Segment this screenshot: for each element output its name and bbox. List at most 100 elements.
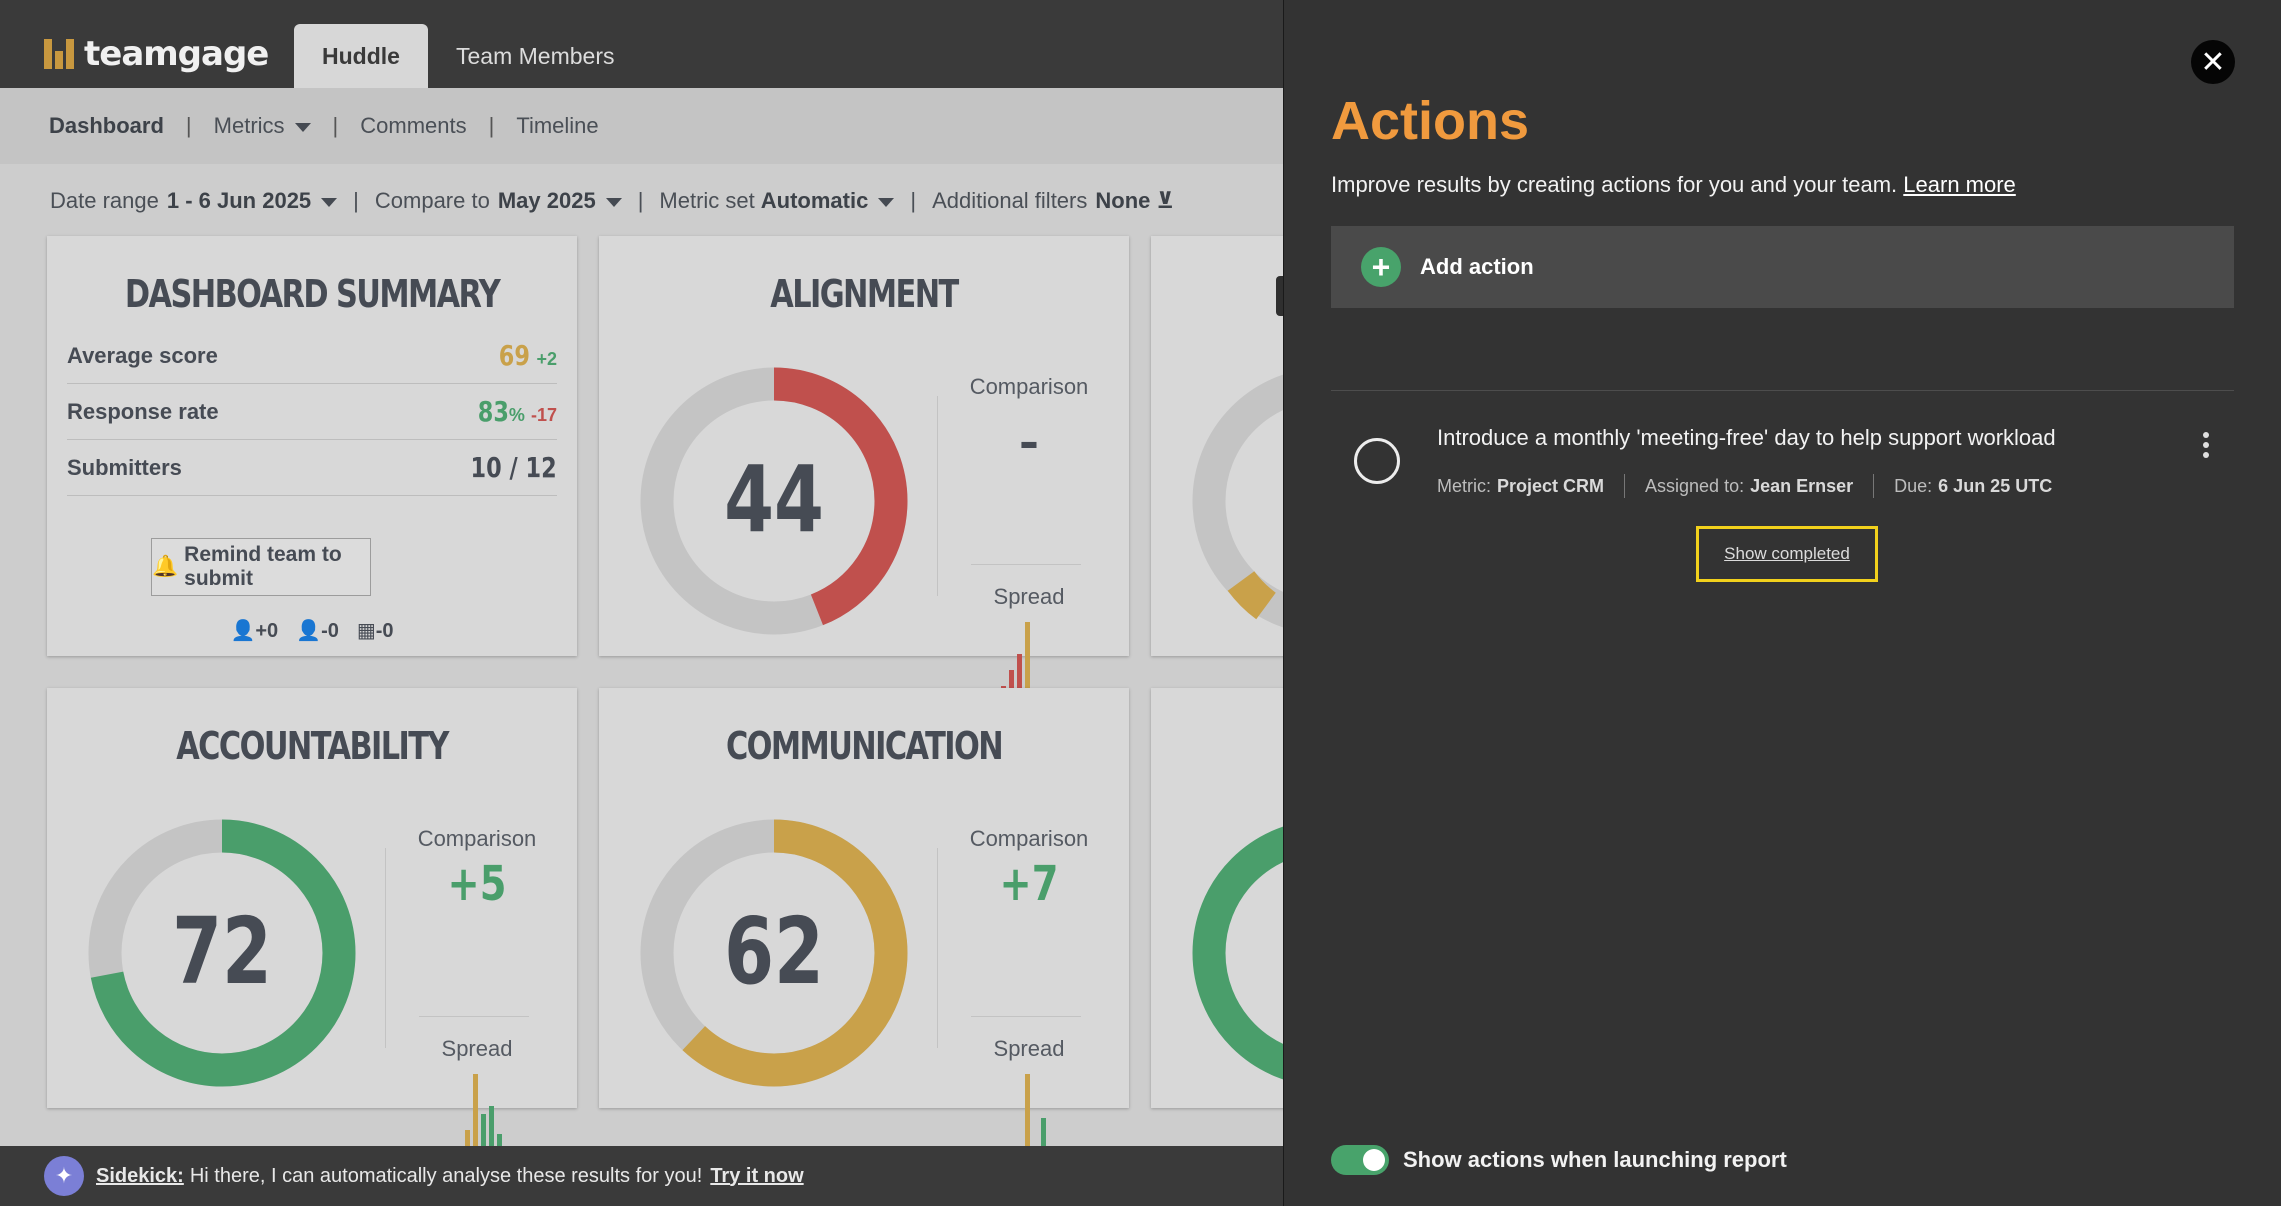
comparison-value: – [1019, 414, 1039, 470]
comparison-value: +5 [447, 856, 507, 912]
spread-bar [465, 1130, 470, 1154]
submitters-value: 10 / 12 [470, 451, 557, 484]
spread-bar [1025, 1074, 1030, 1154]
panel-title: Actions [1331, 91, 1530, 151]
bell-icon: 🔔 [152, 555, 179, 578]
removed-users-value: -0 [321, 620, 339, 642]
submitters-row: Submitters 10 / 12 [67, 440, 557, 496]
try-it-now-link[interactable]: Try it now [710, 1164, 804, 1187]
comparison-label: Comparison [969, 826, 1089, 851]
compare-label: Compare to [374, 188, 490, 213]
accountability-score: 72 [172, 898, 272, 1005]
subnav-dashboard[interactable]: Dashboard [49, 113, 164, 138]
tab-huddle[interactable]: Huddle [294, 24, 428, 88]
meta-separator [1873, 474, 1875, 498]
subnav-timeline[interactable]: Timeline [516, 113, 599, 138]
chevron-down-icon [294, 122, 311, 132]
building-value: -0 [375, 620, 394, 642]
partial-gauge [1192, 374, 1283, 628]
action-complete-checkbox[interactable] [1354, 438, 1400, 484]
gauge-arc [1227, 570, 1277, 620]
action-assignee: Assigned to: Jean Ernser [1645, 476, 1853, 497]
learn-more-link[interactable]: Learn more [1903, 172, 2016, 197]
metric-card-partial[interactable] [1151, 688, 1283, 1108]
spread-bar [473, 1074, 478, 1154]
compare-filter[interactable]: Compare to May 2025 [375, 188, 622, 214]
gauge-arc [88, 819, 356, 1087]
action-meta: Metric: Project CRM Assigned to: Jean Erns… [1437, 474, 2052, 498]
action-due: Due: 6 Jun 25 UTC [1894, 476, 2052, 497]
accountability-spread: Spread [397, 1036, 557, 1062]
spread-label: Spread [993, 1036, 1065, 1061]
sidekick-bar: ✦ Sidekick: Hi there, I can automaticall… [0, 1146, 1283, 1206]
added-users-value: +0 [255, 620, 279, 642]
response-rate-unit: % [508, 405, 525, 425]
divider [971, 564, 1081, 565]
comparison-value: +7 [999, 856, 1059, 912]
spread-bar [1009, 670, 1014, 702]
remind-team-button[interactable]: 🔔 Remind team to submit [151, 538, 371, 596]
accountability-spread-chart [429, 1074, 502, 1155]
additional-filter[interactable]: Additional filters None ⊻ [932, 188, 1174, 214]
spread-bar [1017, 654, 1022, 702]
divider [971, 1016, 1081, 1017]
date-range-filter[interactable]: Date range 1 - 6 Jun 2025 [50, 188, 338, 214]
partial-gauge [1192, 826, 1283, 1080]
show-actions-toggle[interactable] [1331, 1145, 1389, 1175]
action-title: Introduce a monthly 'meeting-free' day t… [1437, 425, 2056, 450]
response-rate-value-group: 83% -17 [470, 395, 557, 428]
subnav-comments[interactable]: Comments [360, 113, 467, 138]
communication-card[interactable]: COMMUNICATION 62 Comparison +7 Spread [599, 688, 1129, 1155]
add-action-button[interactable]: + Add action [1331, 226, 2234, 308]
alignment-title: ALIGNMENT [770, 272, 959, 316]
accountability-card[interactable]: ACCOUNTABILITY 72 Comparison +5 Spread [47, 688, 577, 1155]
communication-title: COMMUNICATION [725, 724, 1004, 768]
average-score-row: Average score 69 +2 [67, 328, 557, 384]
add-action-label: Add action [1420, 254, 1534, 279]
divider [937, 848, 938, 1048]
response-rate-value: 83 [477, 395, 509, 428]
sidekick-link[interactable]: Sidekick: [96, 1164, 184, 1187]
alignment-score: 44 [724, 446, 824, 553]
alignment-card[interactable]: ALIGNMENT 44 Comparison – Spread [599, 236, 1129, 703]
top-bar: teamgage Huddle Team Members [0, 0, 1283, 88]
metric-card-partial[interactable] [1151, 236, 1283, 656]
actions-panel: ✕ Actions Improve results by creating ac… [1283, 0, 2281, 1206]
action-metric-label: Metric: [1437, 475, 1491, 496]
logo-text: teamgage [84, 34, 269, 74]
spread-bar [1025, 622, 1030, 702]
show-actions-toggle-row: Show actions when launching report [1331, 1145, 1787, 1175]
alignment-gauge [640, 367, 908, 635]
accountability-title: ACCOUNTABILITY [176, 724, 449, 768]
filter-separator: | [353, 188, 359, 213]
panel-subtitle-text: Improve results by creating actions for … [1331, 172, 1898, 197]
subnav-metrics[interactable]: Metrics [214, 113, 311, 139]
metric-set-value: Automatic [760, 188, 869, 213]
action-metric: Metric: Project CRM [1437, 476, 1604, 497]
subnav-separator: | [332, 113, 339, 138]
subnav-metrics-label: Metrics [213, 113, 285, 138]
comparison-label: Comparison [969, 374, 1089, 399]
alignment-spread: Spread [949, 584, 1109, 610]
close-button[interactable]: ✕ [2191, 40, 2235, 84]
average-score-label: Average score [67, 342, 218, 368]
logo[interactable]: teamgage [44, 34, 269, 74]
response-rate-delta: -17 [530, 405, 557, 425]
alignment-comparison: Comparison – [949, 374, 1109, 470]
response-rate-label: Response rate [67, 398, 219, 424]
more-options-icon[interactable] [2202, 432, 2210, 458]
show-completed-link[interactable]: Show completed [1696, 526, 1878, 582]
communication-score: 62 [724, 898, 824, 1005]
dashboard-app: teamgage Huddle Team Members Dashboard |… [0, 0, 1283, 1206]
divider [1331, 390, 2234, 391]
tab-team-members[interactable]: Team Members [456, 43, 615, 69]
sub-navigation: Dashboard | Metrics | Comments | Timelin… [0, 88, 1283, 164]
meta-separator [1624, 474, 1626, 498]
user-icon: 👤 [296, 620, 322, 642]
subnav-separator: | [185, 113, 192, 138]
metric-set-filter[interactable]: Metric set Automatic [659, 188, 895, 214]
logo-icon [44, 39, 74, 69]
response-rate-row: Response rate 83% -17 [67, 384, 557, 440]
communication-comparison: Comparison +7 [949, 826, 1109, 912]
communication-spread-chart [981, 1074, 1081, 1155]
